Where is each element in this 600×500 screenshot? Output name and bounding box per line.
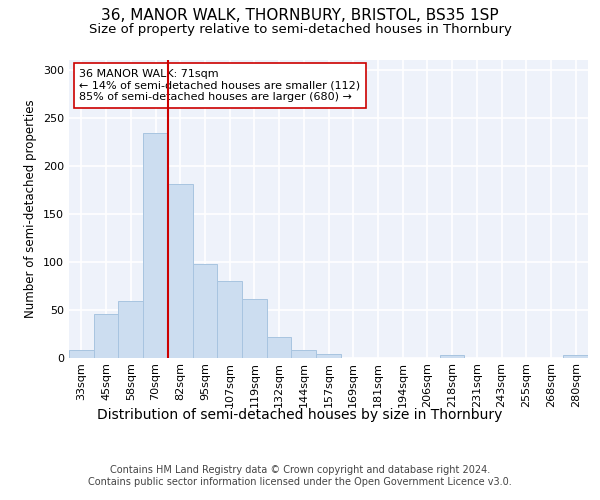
Bar — [118, 301, 143, 358]
Bar — [193, 264, 217, 358]
Bar — [217, 280, 242, 357]
Bar — [143, 133, 168, 358]
Text: Contains HM Land Registry data © Crown copyright and database right 2024.
Contai: Contains HM Land Registry data © Crown c… — [88, 465, 512, 486]
Text: 36, MANOR WALK, THORNBURY, BRISTOL, BS35 1SP: 36, MANOR WALK, THORNBURY, BRISTOL, BS35… — [101, 8, 499, 22]
Bar — [440, 354, 464, 358]
Text: 36 MANOR WALK: 71sqm
← 14% of semi-detached houses are smaller (112)
85% of semi: 36 MANOR WALK: 71sqm ← 14% of semi-detac… — [79, 69, 361, 102]
Bar — [563, 354, 588, 358]
Bar — [292, 350, 316, 358]
Y-axis label: Number of semi-detached properties: Number of semi-detached properties — [25, 100, 37, 318]
Text: Size of property relative to semi-detached houses in Thornbury: Size of property relative to semi-detach… — [89, 22, 511, 36]
Bar — [267, 338, 292, 357]
Bar — [316, 354, 341, 358]
Bar — [69, 350, 94, 358]
Bar — [242, 299, 267, 358]
Bar — [94, 314, 118, 358]
Text: Distribution of semi-detached houses by size in Thornbury: Distribution of semi-detached houses by … — [97, 408, 503, 422]
Bar — [168, 184, 193, 358]
